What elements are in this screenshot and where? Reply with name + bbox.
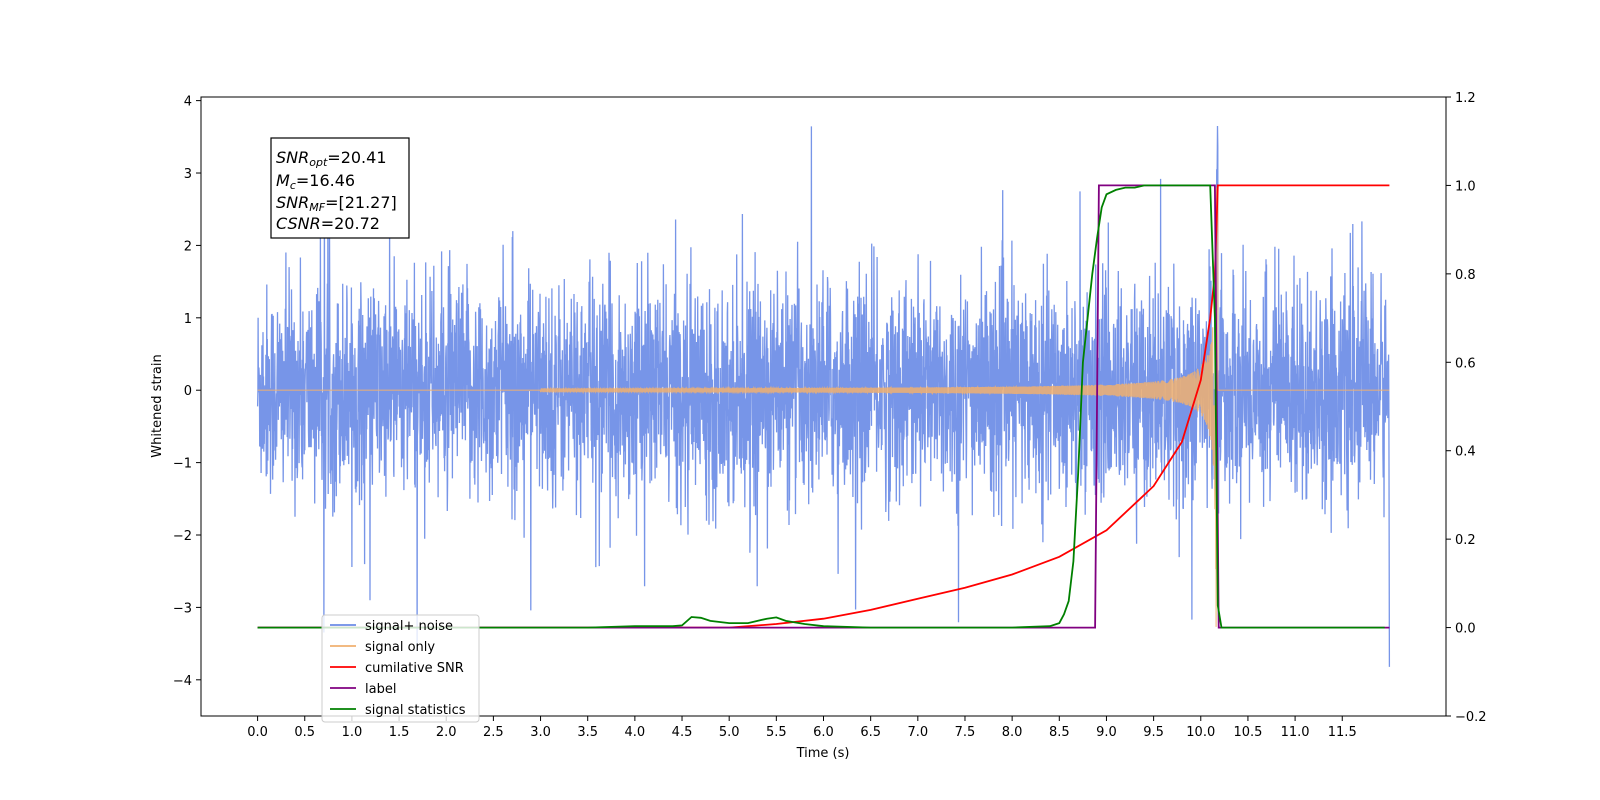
y-right-tick-label: 0.8 <box>1455 268 1476 283</box>
y-left-tick-label: 2 <box>184 239 192 254</box>
legend-item-signal-statistics: signal statistics <box>330 703 466 718</box>
y-left-tick-label: 3 <box>184 167 192 182</box>
svg-text:signal only: signal only <box>365 640 435 655</box>
x-tick-label: 3.5 <box>577 725 598 740</box>
x-tick-label: 8.0 <box>1002 725 1023 740</box>
series-signal-only-line <box>257 187 1390 627</box>
y-right-tick-label: 0.4 <box>1455 445 1476 460</box>
plot-area <box>256 125 1391 667</box>
x-tick-label: 3.0 <box>530 725 551 740</box>
legend: signal+ noise signal only cumilative SNR… <box>321 614 480 723</box>
x-tick-label: 4.5 <box>672 725 693 740</box>
x-tick-label: 9.0 <box>1096 725 1117 740</box>
x-tick-label: 5.0 <box>719 725 740 740</box>
legend-item-signal-only: signal only <box>330 640 435 655</box>
legend-item-signal-noise: signal+ noise <box>330 619 453 634</box>
annotation-snr-opt: SNRopt=20.41 <box>276 148 387 169</box>
annotation-csnr: CSNR=20.72 <box>276 214 380 233</box>
x-tick-label: 2.5 <box>483 725 504 740</box>
y-left-tick-label: 0 <box>184 384 192 399</box>
svg-text:signal statistics: signal statistics <box>365 703 466 718</box>
y-left-tick-label: 1 <box>184 312 192 327</box>
annotation-snr-mf: SNRMF=[21.27] <box>276 193 397 214</box>
y-axis-right: 1.2 1.0 0.8 0.6 0.4 0.2 0.0 −0.2 <box>1446 91 1487 725</box>
svg-text:label: label <box>365 682 396 697</box>
y-axis-left: 4 3 2 1 0 −1 −2 −3 −4 <box>173 95 201 689</box>
y-axis-left-label: Whitened strain <box>150 354 165 457</box>
annotation-box: SNRopt=20.41 Mc=16.46 SNRMF=[21.27] CSNR… <box>270 137 410 239</box>
x-tick-label: 5.5 <box>766 725 787 740</box>
y-right-tick-label: −0.2 <box>1455 710 1487 725</box>
x-tick-label: 9.5 <box>1143 725 1164 740</box>
x-tick-label: 1.0 <box>342 725 363 740</box>
x-tick-label: 10.5 <box>1233 725 1262 740</box>
y-right-tick-label: 0.0 <box>1455 622 1476 637</box>
legend-item-cumulative-snr: cumilative SNR <box>330 661 464 676</box>
svg-text:signal+ noise: signal+ noise <box>365 619 453 634</box>
x-tick-label: 7.0 <box>907 725 928 740</box>
y-right-tick-label: 0.6 <box>1455 356 1476 371</box>
y-right-tick-label: 1.2 <box>1455 91 1476 106</box>
x-tick-label: 4.0 <box>625 725 646 740</box>
x-tick-label: 11.0 <box>1281 725 1310 740</box>
x-tick-label: 6.5 <box>860 725 881 740</box>
x-tick-label: 10.0 <box>1186 725 1215 740</box>
x-tick-label: 11.5 <box>1328 725 1357 740</box>
y-right-tick-label: 1.0 <box>1455 179 1476 194</box>
y-left-tick-label: 4 <box>184 95 192 110</box>
x-tick-label: 0.5 <box>294 725 315 740</box>
y-left-tick-label: −4 <box>173 674 192 689</box>
y-left-tick-label: −2 <box>173 529 192 544</box>
y-left-tick-label: −3 <box>173 601 192 616</box>
x-tick-label: 0.0 <box>247 725 268 740</box>
svg-text:cumilative SNR: cumilative SNR <box>365 661 464 676</box>
x-tick-label: 6.0 <box>813 725 834 740</box>
x-axis-label: Time (s) <box>796 746 850 761</box>
legend-item-label: label <box>330 682 396 697</box>
y-right-tick-label: 0.2 <box>1455 533 1476 548</box>
x-axis: 0.0 0.5 1.0 1.5 2.0 2.5 3.0 3.5 4.0 4.5 5.0 5.5 6.0 6… <box>247 716 1357 740</box>
annotation-mc: Mc=16.46 <box>276 171 355 192</box>
x-tick-label: 8.5 <box>1049 725 1070 740</box>
x-tick-label: 7.5 <box>955 725 976 740</box>
series-signal-noise-line <box>256 125 1391 667</box>
x-tick-label: 2.0 <box>436 725 457 740</box>
y-left-tick-label: −1 <box>173 457 192 472</box>
x-tick-label: 1.5 <box>389 725 410 740</box>
series-signal-statistics-line <box>257 184 1385 629</box>
